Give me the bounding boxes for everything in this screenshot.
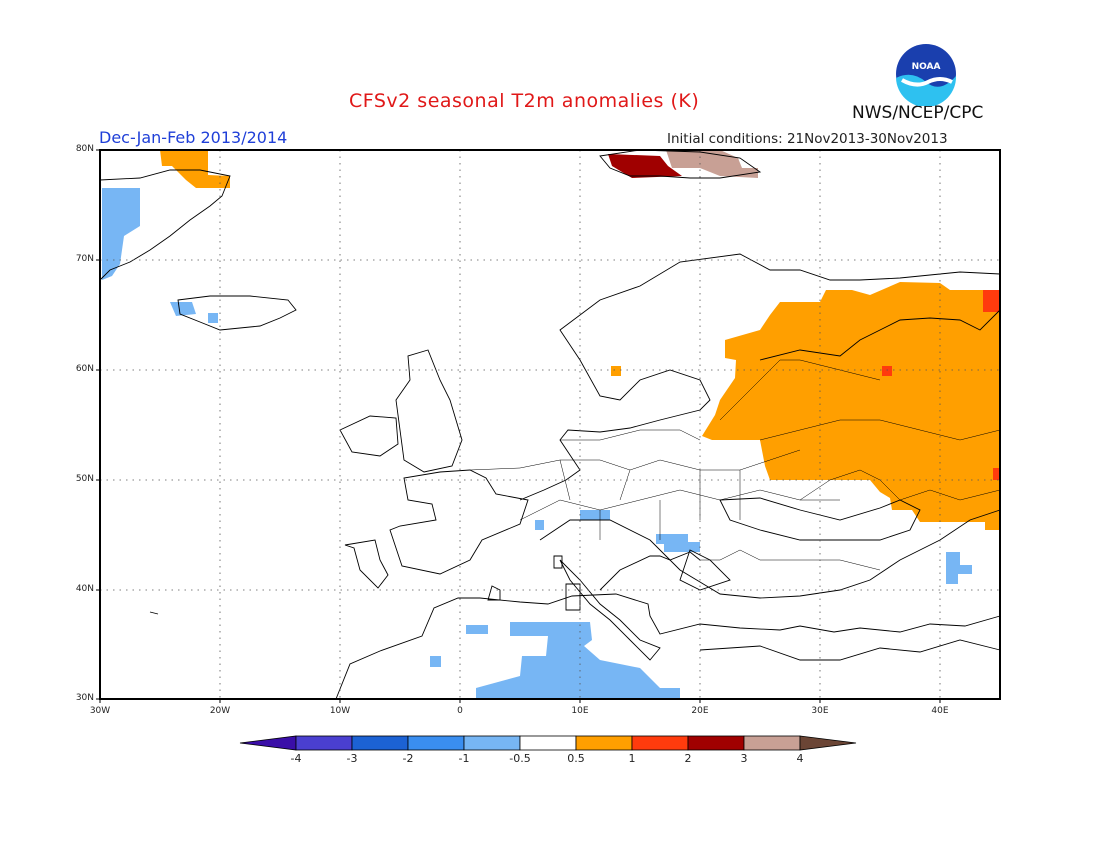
color-bar-label: 2 <box>684 752 692 765</box>
color-bar-label: 1 <box>628 752 636 765</box>
x-tick-label: 40E <box>931 706 949 716</box>
gridlines <box>100 150 1000 699</box>
tick-marks <box>96 149 941 703</box>
noaa-logo: NOAA <box>896 44 957 106</box>
color-bar-cells <box>239 735 857 751</box>
cold-anomaly-alps-west <box>535 520 544 530</box>
cold-anomaly-morocco <box>430 656 441 667</box>
initial-conditions-label: Initial conditions: 21Nov2013-30Nov2013 <box>667 131 948 147</box>
x-tick-label: 10E <box>571 706 589 716</box>
color-bar-label: 0.5 <box>567 752 585 765</box>
x-tick-label: 20W <box>209 706 231 716</box>
cold-anomaly-caucasus <box>946 552 972 584</box>
anomaly-patches <box>102 150 1000 698</box>
color-bar-label: -2 <box>402 752 414 765</box>
y-tick-label: 60N <box>75 364 94 374</box>
cold-anomaly-balkans <box>656 534 700 552</box>
warm-anomaly-russia <box>702 282 1000 530</box>
y-tick-label: 80N <box>75 144 94 154</box>
color-bar-label: -1 <box>458 752 470 765</box>
color-bar-arrow-low <box>239 735 297 751</box>
logo-text: NOAA <box>912 62 941 72</box>
color-bar-label: -0.5 <box>509 752 531 765</box>
x-tick-label: 0 <box>457 706 463 716</box>
coastlines <box>99 149 1001 700</box>
y-tick-label: 40N <box>75 584 94 594</box>
organization-label: NWS/NCEP/CPC <box>852 103 984 123</box>
cold-anomaly-north-africa <box>466 622 680 698</box>
map-frame <box>99 149 1001 700</box>
color-bar-label: 3 <box>740 752 748 765</box>
x-tick-label: 20E <box>691 706 709 716</box>
y-tick-label: 30N <box>75 693 94 703</box>
color-bar-cell <box>463 735 521 751</box>
color-bar-cell <box>295 735 353 751</box>
color-bar-label: -4 <box>290 752 302 765</box>
chart-title: CFSv2 seasonal T2m anomalies (K) <box>349 90 700 112</box>
color-bar-label: -3 <box>346 752 358 765</box>
color-bar-label: 4 <box>796 752 804 765</box>
cold-anomaly-alps-east <box>580 510 610 520</box>
color-bar-cell <box>631 735 689 751</box>
y-tick-label: 50N <box>75 474 94 484</box>
very-warm-svalbard <box>608 154 682 178</box>
color-bar-arrow-high <box>799 735 857 751</box>
x-tick-label: 10W <box>329 706 351 716</box>
season-label: Dec-Jan-Feb 2013/2014 <box>99 128 288 147</box>
hot-spot-east <box>993 468 1000 480</box>
hot-spot-urals <box>983 290 1000 312</box>
warm-anomaly-sweden <box>611 366 621 376</box>
hot-spot-russia <box>882 366 892 376</box>
x-tick-label: 30W <box>89 706 111 716</box>
cold-anomaly-iceland <box>170 302 196 316</box>
warm-anomaly-greenland <box>160 150 230 188</box>
color-bar-cell <box>519 735 577 751</box>
x-tick-label: 30E <box>811 706 829 716</box>
color-bar-cell <box>743 735 801 751</box>
color-bar-cell <box>351 735 409 751</box>
y-tick-label: 70N <box>75 254 94 264</box>
cold-anomaly-greenland <box>102 188 140 280</box>
cold-anomaly-iceland-2 <box>208 313 218 323</box>
color-bar-cell <box>575 735 633 751</box>
color-bar-cell <box>407 735 465 751</box>
color-bar-cell <box>687 735 745 751</box>
